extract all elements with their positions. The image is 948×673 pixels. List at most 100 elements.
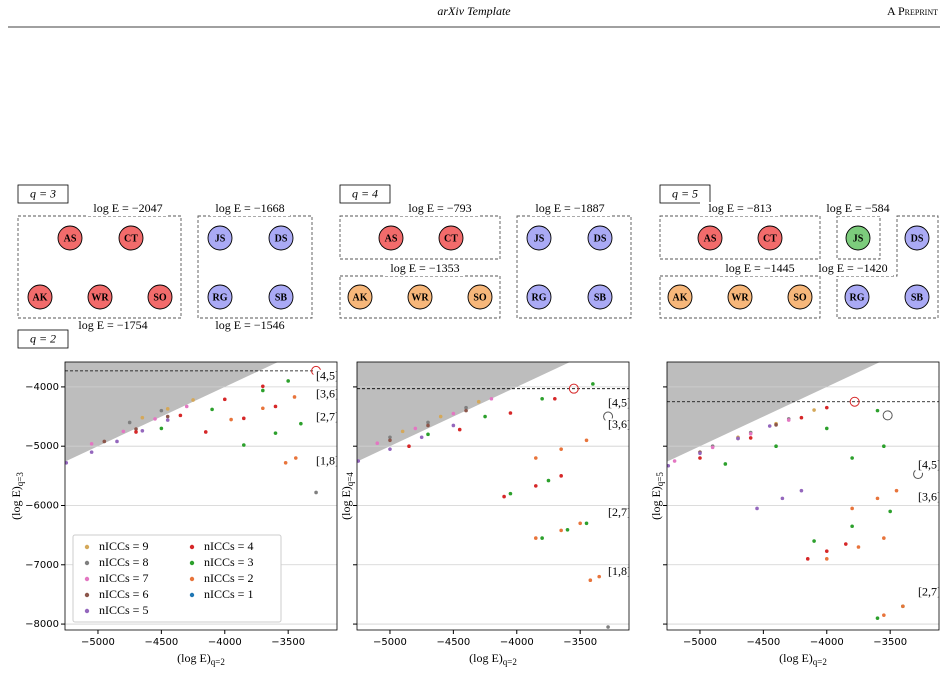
infeasible-region xyxy=(65,362,279,462)
point xyxy=(508,411,513,415)
point xyxy=(102,439,107,444)
axis-label-sub: q=5 xyxy=(655,472,665,487)
point xyxy=(502,494,506,499)
point xyxy=(805,557,810,561)
annotation: [1,8] xyxy=(608,564,631,578)
infeasible-region xyxy=(357,362,571,462)
node-label: JS xyxy=(534,233,545,244)
point xyxy=(457,427,462,432)
point xyxy=(698,451,702,456)
node-label: AS xyxy=(385,233,398,244)
point xyxy=(165,407,170,411)
point xyxy=(134,427,138,431)
legend-marker xyxy=(189,576,195,582)
energy-label-bg xyxy=(700,202,780,216)
point xyxy=(476,399,481,404)
node-label: CT xyxy=(124,233,138,244)
point xyxy=(559,474,563,478)
point xyxy=(134,430,138,434)
point xyxy=(191,398,195,402)
axis-label: (log E)q=2 xyxy=(469,651,517,667)
legend-marker xyxy=(84,576,90,582)
node xyxy=(347,284,373,310)
point xyxy=(426,423,430,428)
node-label: JS xyxy=(853,233,864,244)
legend-label: nICCs = 2 xyxy=(204,571,253,585)
legend-label: nICCs = 7 xyxy=(99,571,148,585)
node-label: SB xyxy=(911,292,924,303)
energy-label-bg xyxy=(813,262,893,276)
x-tick-label: −5000 xyxy=(373,637,407,648)
energy-label: log E = −584 xyxy=(826,201,889,215)
annotation-bg xyxy=(605,565,629,580)
point xyxy=(293,456,298,460)
energy-label-bg xyxy=(210,202,290,216)
node xyxy=(118,225,144,251)
annotation: [1,8] xyxy=(316,453,339,467)
point xyxy=(565,527,570,532)
annotation-bg xyxy=(915,458,939,473)
best-optimum xyxy=(568,383,579,394)
node-label: RG xyxy=(850,292,865,303)
point xyxy=(559,528,563,533)
point xyxy=(292,395,297,399)
infeasible-region xyxy=(667,362,881,462)
node xyxy=(697,225,723,251)
node xyxy=(667,284,693,310)
q2-energy-label: log E = −1754 xyxy=(78,318,147,332)
energy-label-bg xyxy=(385,262,465,276)
legend-marker xyxy=(189,544,195,550)
node-label: WR xyxy=(91,292,109,303)
energy-label: log E = −1420 xyxy=(818,261,887,275)
point xyxy=(314,490,318,495)
axis-label-main: (log E) xyxy=(779,651,813,665)
legend-marker xyxy=(84,592,90,598)
energy-label-bg xyxy=(88,202,168,216)
point xyxy=(850,456,854,460)
x-tick-label: −4500 xyxy=(144,637,178,648)
axis-label: (log E)q=2 xyxy=(779,651,827,667)
energy-label: log E = −793 xyxy=(408,201,471,215)
node xyxy=(467,284,493,310)
y-tick-label: −7000 xyxy=(25,560,59,571)
node-label: DS xyxy=(911,233,924,244)
node-label: AS xyxy=(64,233,77,244)
point xyxy=(489,396,494,401)
group-box xyxy=(836,215,939,319)
point xyxy=(121,429,126,434)
node-label: DS xyxy=(275,233,288,244)
point xyxy=(178,413,183,418)
annotation-bg xyxy=(915,585,939,600)
q-label: q = 3 xyxy=(30,186,56,200)
point xyxy=(115,439,119,444)
q-label-box xyxy=(17,184,69,204)
point xyxy=(824,405,829,410)
y-tick-label: −5000 xyxy=(25,441,59,452)
point xyxy=(812,408,816,412)
point xyxy=(419,435,424,440)
energy-label-bg xyxy=(530,202,610,216)
node-label: DS xyxy=(594,233,607,244)
point xyxy=(159,408,164,413)
point xyxy=(89,442,94,446)
annotation-bg xyxy=(915,490,939,505)
axis-label-sub: q=2 xyxy=(211,657,225,667)
point xyxy=(748,436,753,440)
point xyxy=(850,524,854,529)
energy-label: log E = −1353 xyxy=(390,261,459,275)
point xyxy=(710,445,715,450)
axis-label-main: (log E) xyxy=(339,486,353,520)
group-box xyxy=(17,215,182,319)
point xyxy=(184,404,189,409)
point xyxy=(127,420,132,425)
point xyxy=(357,459,361,463)
axis-label-sub: q=3 xyxy=(15,472,25,487)
x-tick-label: −3500 xyxy=(271,637,305,648)
point xyxy=(591,382,595,386)
point xyxy=(286,379,290,383)
point xyxy=(667,463,671,468)
node xyxy=(438,225,464,251)
point xyxy=(882,536,886,540)
node-label: RG xyxy=(532,292,547,303)
